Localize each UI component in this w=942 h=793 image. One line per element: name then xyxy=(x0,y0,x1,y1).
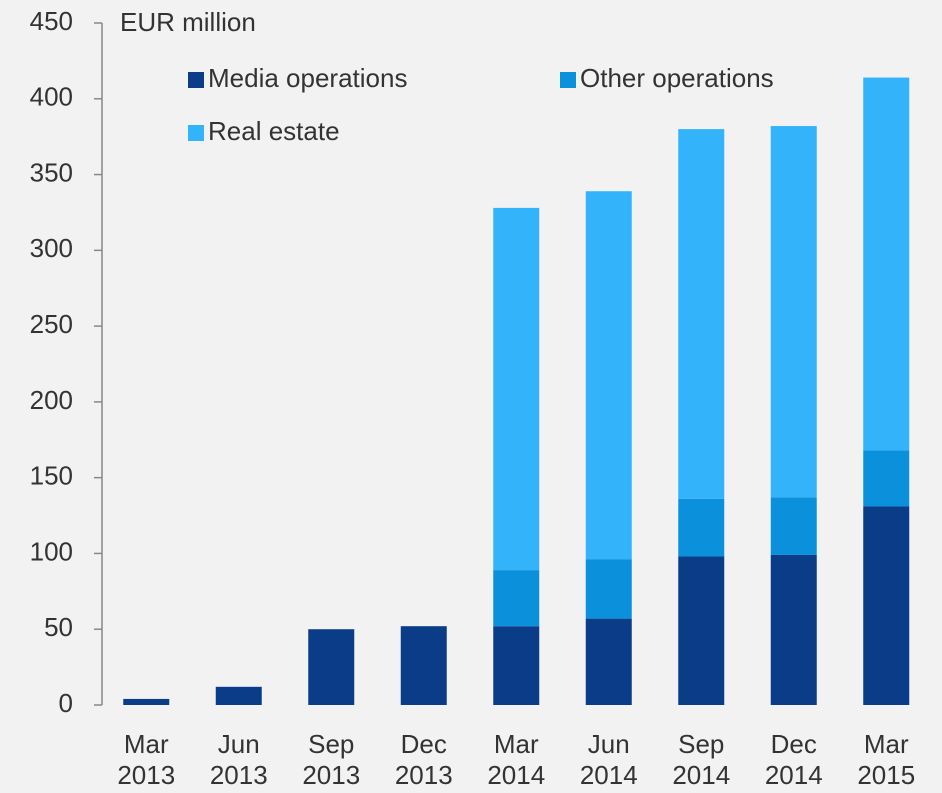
y-tick-label: 350 xyxy=(30,157,73,187)
x-tick-label: Mar 2013 xyxy=(117,729,176,790)
bar-segment xyxy=(678,556,725,705)
bar-segment xyxy=(770,497,817,555)
x-tick-label: Dec 2013 xyxy=(394,729,453,790)
bar-segment xyxy=(770,554,817,705)
bar-segment xyxy=(863,450,910,507)
x-tick-label: Mar 2014 xyxy=(487,729,546,790)
legend-label: Real estate xyxy=(208,116,340,146)
legend-swatch xyxy=(560,72,576,88)
bar-segment xyxy=(678,498,725,557)
legend-label: Media operations xyxy=(208,63,407,93)
y-axis-label: EUR million xyxy=(120,7,256,37)
legend-swatch xyxy=(188,125,204,141)
x-tick-label: Jun 2013 xyxy=(209,729,268,790)
y-tick-label: 250 xyxy=(30,309,73,339)
x-tick-label: Sep 2014 xyxy=(672,729,731,790)
y-tick-label: 300 xyxy=(30,233,73,263)
bar-segment xyxy=(678,129,725,499)
bar-segment xyxy=(493,570,540,627)
y-tick-label: 0 xyxy=(59,688,73,718)
legend-label: Other operations xyxy=(580,63,774,93)
bar-segment xyxy=(863,77,910,451)
bar-segment xyxy=(400,626,447,705)
bar-segment xyxy=(585,559,632,619)
bar-segment xyxy=(770,126,817,498)
bar-segment xyxy=(215,686,262,705)
legend-swatch xyxy=(188,72,204,88)
x-tick-label: Sep 2013 xyxy=(302,729,361,790)
bar-segment xyxy=(493,207,540,571)
bar-segment xyxy=(308,629,355,705)
x-tick-label: Dec 2014 xyxy=(764,729,823,790)
bar-segment xyxy=(493,626,540,705)
y-tick-label: 400 xyxy=(30,82,73,112)
bar-segment xyxy=(585,191,632,560)
y-tick-label: 150 xyxy=(30,461,73,491)
y-tick-label: 200 xyxy=(30,385,73,415)
y-tick-label: 50 xyxy=(44,612,73,642)
bar-segment xyxy=(863,506,910,705)
x-tick-label: Mar 2015 xyxy=(857,729,916,790)
bar-segment xyxy=(585,618,632,705)
bar-segment xyxy=(123,698,170,705)
y-tick-label: 450 xyxy=(30,6,73,36)
y-tick-label: 100 xyxy=(30,536,73,566)
x-tick-label: Jun 2014 xyxy=(579,729,638,790)
